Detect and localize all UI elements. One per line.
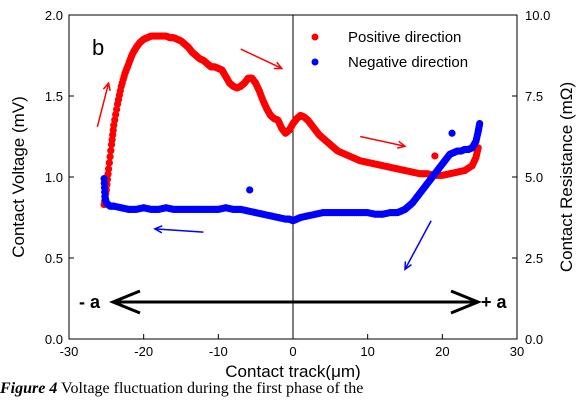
y-tick-label: 1.0 xyxy=(45,170,63,185)
data-point xyxy=(106,153,114,161)
y-axis: 0.0 0.5 1.0 1.5 2.0 xyxy=(45,8,74,347)
y2-axis: 0.0 2.5 5.0 7.5 10.0 xyxy=(512,8,550,347)
direction-arrow-head xyxy=(153,225,163,234)
y-tick-label: 0.0 xyxy=(45,332,63,347)
caption-label: Figure 4 xyxy=(0,380,58,397)
direction-arrow-head xyxy=(397,140,407,149)
legend-entry-positive: Positive direction xyxy=(348,29,461,46)
x-axis: -30 -20 -10 0 10 20 30 xyxy=(60,334,524,359)
direction-arrow xyxy=(154,228,204,233)
direction-arrow-head xyxy=(273,61,284,70)
series-positive xyxy=(100,32,482,209)
y2-axis-title: Contact Resistance (mΩ) xyxy=(557,82,576,272)
chart: -30 -20 -10 0 10 20 30 0.0 0.5 1.0 1.5 2.0 0.0 2.5 5… xyxy=(9,8,576,380)
panel-label: b xyxy=(92,35,104,60)
y-tick-label: 2.0 xyxy=(45,8,63,23)
series-layer xyxy=(100,32,484,225)
data-point xyxy=(100,175,108,183)
data-point xyxy=(107,147,115,155)
y2-tick-label: 7.5 xyxy=(525,89,543,104)
x-tick-label: 0 xyxy=(289,344,296,359)
direction-arrow xyxy=(404,220,432,270)
y2-tick-label: 2.5 xyxy=(525,251,543,266)
y-tick-label: 1.5 xyxy=(45,89,63,104)
y2-tick-label: 10.0 xyxy=(525,8,550,23)
direction-arrow xyxy=(360,135,406,147)
y2-tick-label: 0.0 xyxy=(525,332,543,347)
y-axis-title: Contact Voltage (mV) xyxy=(9,96,28,258)
data-point xyxy=(246,186,254,194)
data-point xyxy=(448,129,456,137)
amplitude-arrow xyxy=(109,289,482,315)
direction-arrow xyxy=(240,48,283,70)
x-axis-title: Contact track(μm) xyxy=(225,362,360,380)
amplitude-label-left: - a xyxy=(79,292,101,312)
y-tick-label: 0.5 xyxy=(45,251,63,266)
direction-arrow-head xyxy=(404,261,412,271)
caption-text: Voltage fluctuation during the first pha… xyxy=(57,380,364,397)
legend-entry-negative: Negative direction xyxy=(348,54,468,71)
x-tick-label: -30 xyxy=(60,344,79,359)
legend-marker-negative xyxy=(311,58,319,66)
x-tick-label: 10 xyxy=(360,344,374,359)
y2-tick-label: 5.0 xyxy=(525,170,543,185)
x-tick-label: 20 xyxy=(435,344,449,359)
figure-caption: Figure 4 Voltage fluctuation during the … xyxy=(0,380,585,401)
direction-arrow xyxy=(96,82,110,127)
x-tick-label: -20 xyxy=(134,344,153,359)
data-point xyxy=(105,159,113,167)
data-point xyxy=(431,152,439,160)
legend: Positive direction Negative direction xyxy=(311,29,468,71)
x-tick-label: -10 xyxy=(209,344,228,359)
amplitude-label-right: + a xyxy=(481,292,508,312)
x-tick-label: 30 xyxy=(510,344,524,359)
data-point xyxy=(104,165,113,173)
direction-arrows xyxy=(96,48,432,271)
series-negative xyxy=(100,119,484,225)
legend-marker-positive xyxy=(311,33,319,41)
direction-arrow-head xyxy=(102,81,111,92)
